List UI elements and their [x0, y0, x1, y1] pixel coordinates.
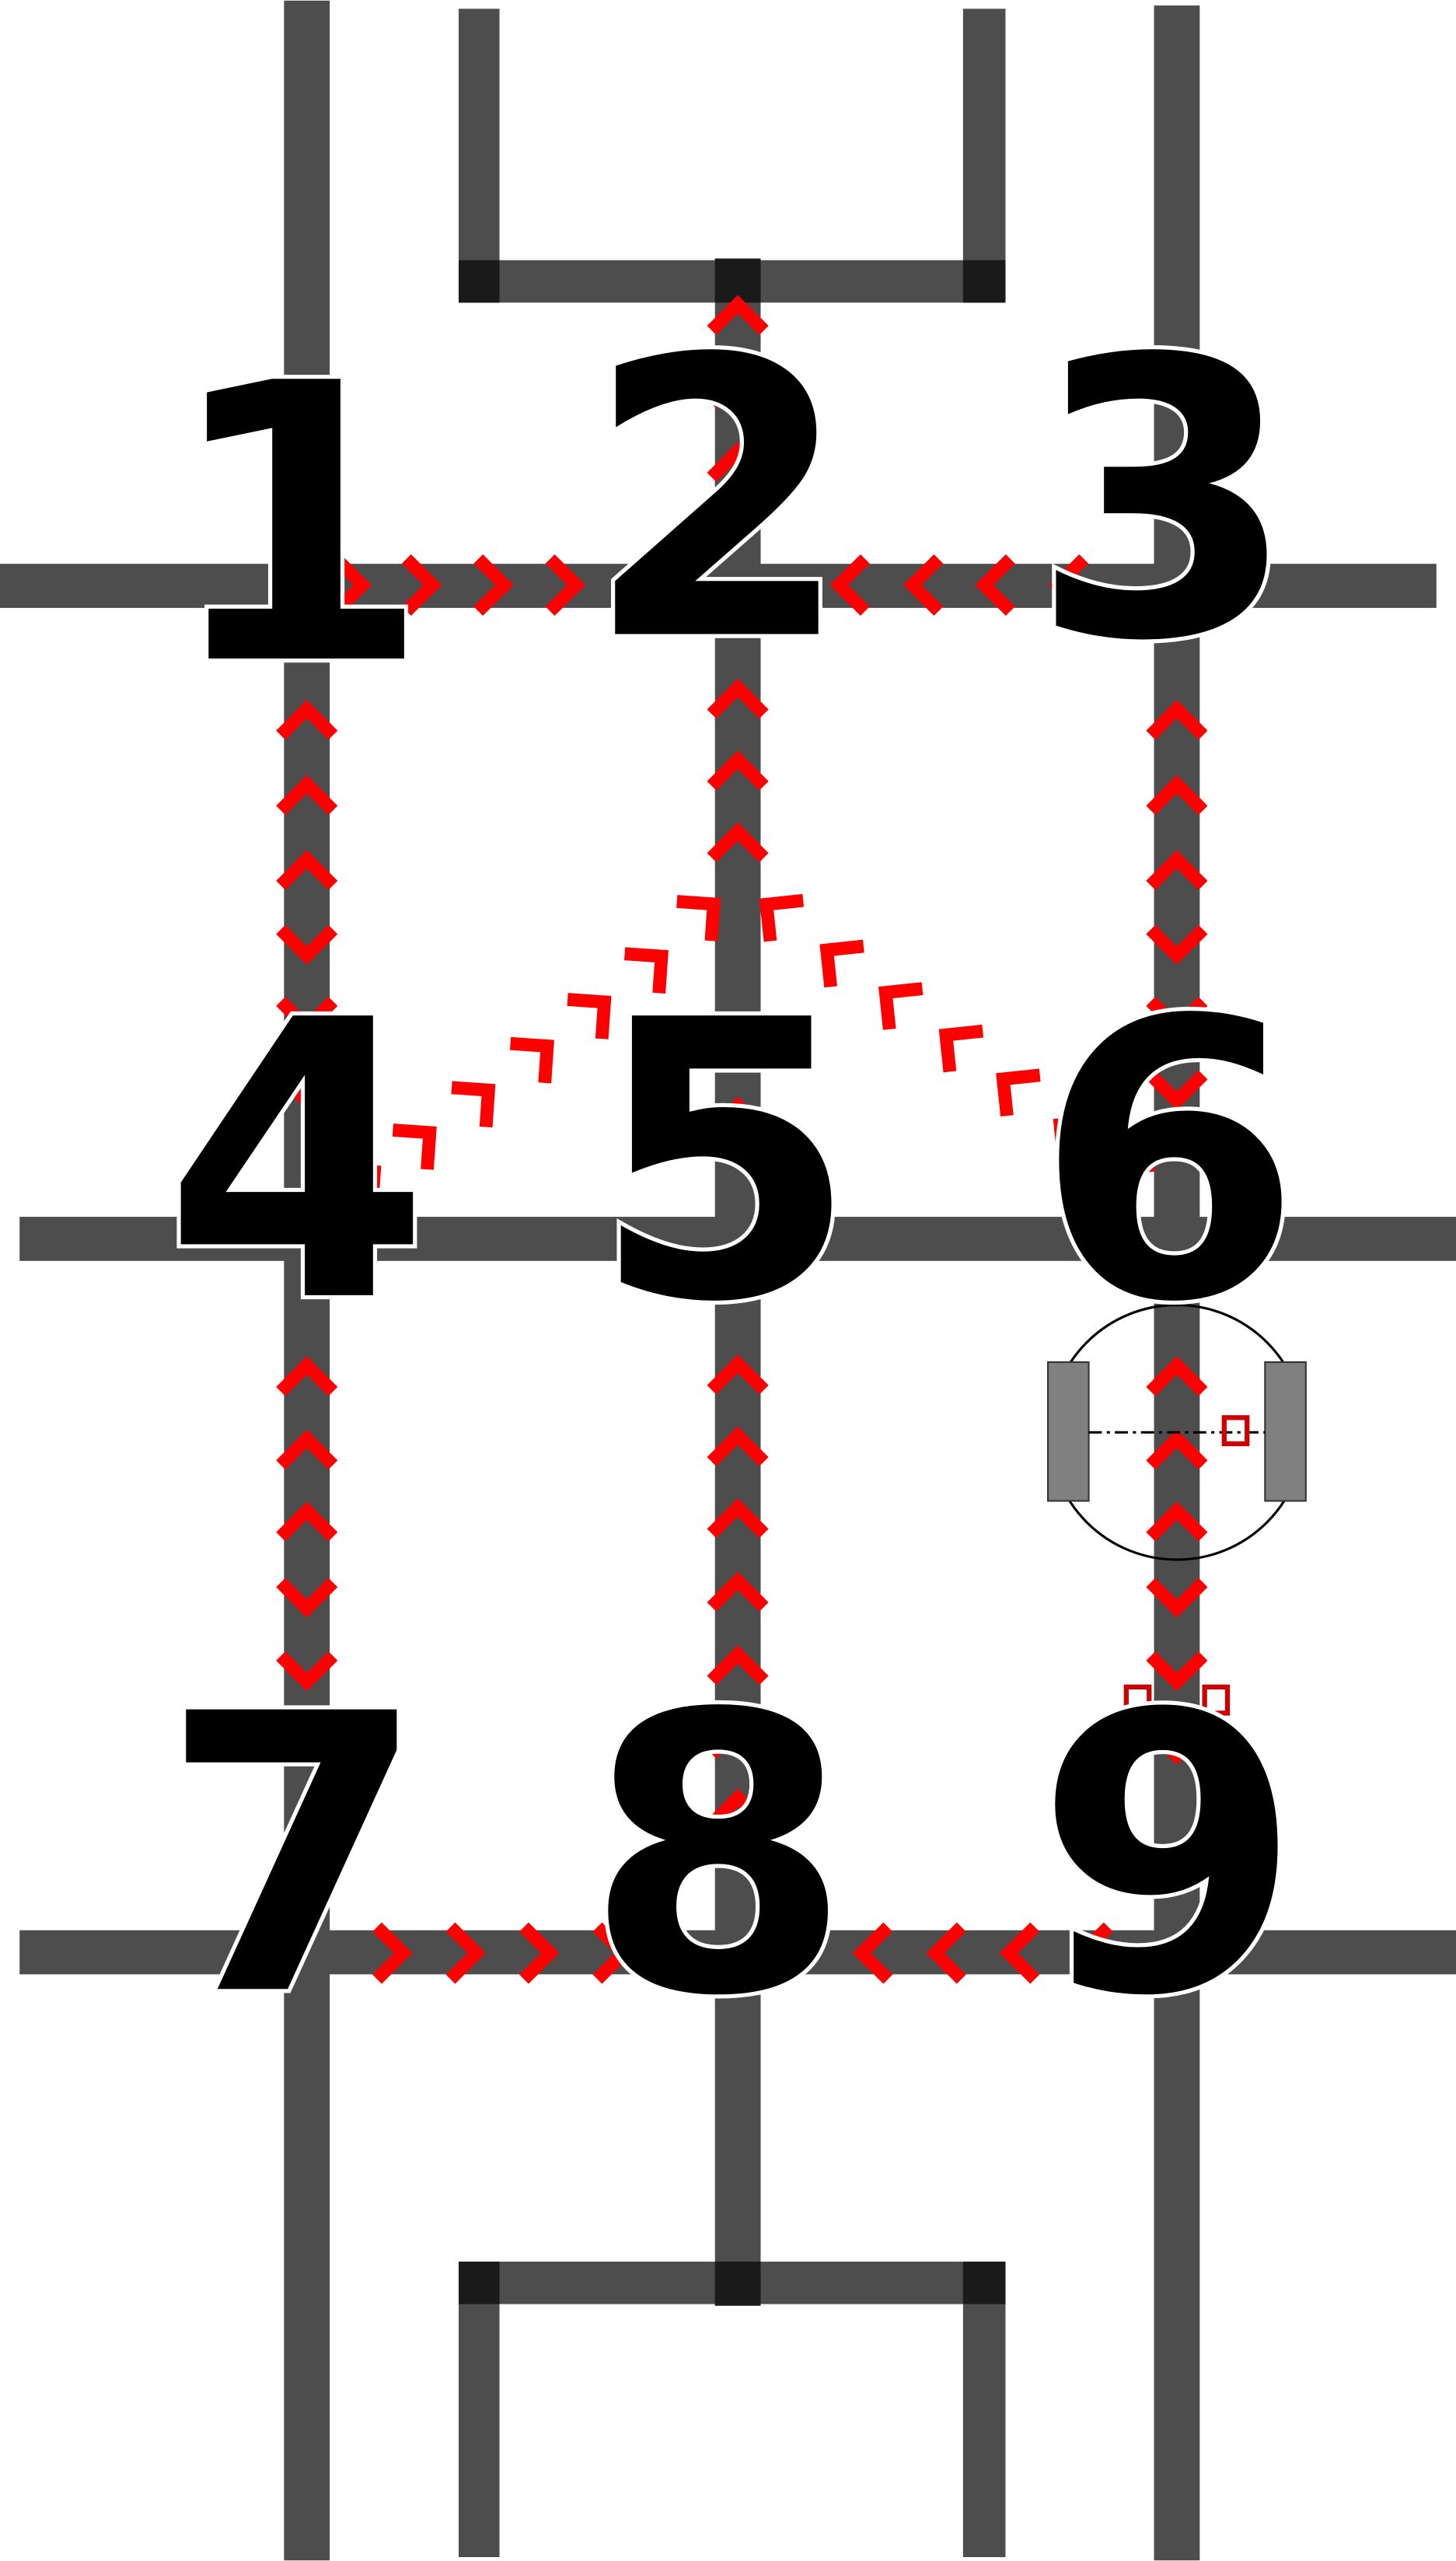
- track-joint: [714, 2261, 761, 2306]
- node-label-1: 1: [163, 303, 430, 749]
- robot-icon: [1047, 1303, 1307, 1716]
- route-arrow: [511, 1026, 564, 1083]
- node-label-6: 6: [1035, 940, 1302, 1386]
- route-arrow: [452, 1071, 505, 1127]
- track-joint: [962, 2261, 1006, 2304]
- track-bottom-u-right: [962, 2261, 1006, 2558]
- track-joint: [714, 258, 761, 303]
- robot-sensor-right: [1202, 1684, 1231, 1716]
- node-label-3: 3: [1030, 278, 1297, 725]
- robot-sensor-left: [1123, 1684, 1152, 1716]
- node-label-2: 2: [585, 278, 851, 725]
- track-vertical-center: [714, 258, 761, 2306]
- track-vertical-left: [284, 0, 330, 2561]
- robot-left-wheel: [1047, 1361, 1090, 1502]
- node-label-5: 5: [592, 940, 858, 1386]
- track-joint: [962, 260, 1006, 303]
- track-top-u-right: [962, 9, 1006, 303]
- track-joint: [459, 2261, 500, 2304]
- route-arrow: [869, 972, 922, 1029]
- route-arrow: [930, 1015, 983, 1071]
- track-top-u-left: [459, 9, 500, 303]
- track-vertical-right: [1154, 5, 1200, 2561]
- node-label-8: 8: [585, 1633, 851, 2080]
- robot-right-wheel: [1264, 1361, 1307, 1502]
- track-joint: [459, 260, 500, 303]
- track-bottom-u-left: [459, 2261, 500, 2558]
- node-label-4: 4: [163, 940, 430, 1386]
- robot-sensor-front: [1221, 1415, 1250, 1447]
- node-label-7: 7: [160, 1633, 427, 2080]
- route-arrow: [986, 1059, 1039, 1116]
- node-label-9: 9: [1035, 1633, 1302, 2080]
